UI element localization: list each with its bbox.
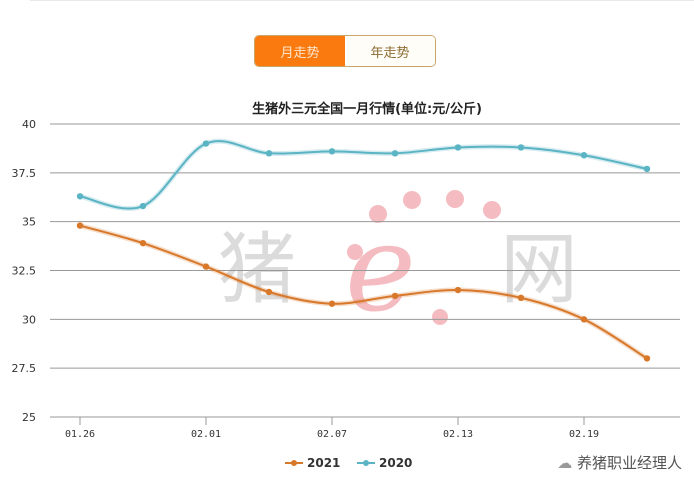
tab-year-trend[interactable]: 年走势 xyxy=(345,36,435,66)
data-point-2020 xyxy=(328,148,336,155)
data-point-2021 xyxy=(328,300,336,307)
data-point-2021 xyxy=(139,239,147,247)
tab-month-trend[interactable]: 月走势 xyxy=(255,36,345,66)
data-point-2021 xyxy=(580,316,588,323)
data-point-2020 xyxy=(202,140,210,147)
legend-label-2020: 2020 xyxy=(379,456,412,470)
watermark-logo: 猪 网 e xyxy=(218,190,578,339)
data-point-2021 xyxy=(202,263,210,270)
chart-title: 生猪外三元全国一月行情(单位:元/公斤) xyxy=(252,102,482,117)
y-tick-label: 32.5 xyxy=(12,265,37,278)
data-point-2021 xyxy=(454,286,462,294)
data-point-2020 xyxy=(139,202,147,210)
x-tick-label: 02.13 xyxy=(443,429,473,440)
x-tick-label: 02.01 xyxy=(191,429,221,440)
series-line-2020 xyxy=(79,140,648,210)
data-point-2020 xyxy=(454,144,462,151)
y-tick-label: 35 xyxy=(22,216,36,229)
series-line-2021 xyxy=(79,224,648,360)
data-point-2021 xyxy=(265,288,273,296)
data-point-2020 xyxy=(580,152,588,159)
data-point-2020 xyxy=(643,165,651,173)
data-point-2021 xyxy=(391,292,399,300)
legend-marker-2021 xyxy=(291,460,297,466)
data-point-2020 xyxy=(76,193,84,200)
account-watermark: ☁ 养猪职业经理人 xyxy=(557,452,682,473)
y-tick-label: 30 xyxy=(22,313,36,326)
x-tick-label: 02.19 xyxy=(569,429,599,440)
data-point-2021 xyxy=(643,355,651,362)
x-tick-label: 01.26 xyxy=(65,429,95,440)
wechat-icon: ☁ xyxy=(557,454,577,472)
account-name: 养猪职业经理人 xyxy=(576,454,682,472)
top-divider xyxy=(30,0,694,1)
data-point-2020 xyxy=(517,144,525,151)
data-point-2020 xyxy=(265,150,273,157)
y-tick-label: 37.5 xyxy=(12,167,37,180)
legend-label-2021: 2021 xyxy=(307,456,340,470)
data-point-2021 xyxy=(76,222,84,229)
y-tick-label: 27.5 xyxy=(12,362,37,375)
y-tick-label: 25 xyxy=(22,411,36,424)
svg-text:e: e xyxy=(345,200,416,339)
legend-marker-2020 xyxy=(363,460,369,466)
y-tick-label: 40 xyxy=(22,118,36,131)
x-tick-label: 02.07 xyxy=(317,429,347,440)
data-point-2021 xyxy=(517,294,525,302)
trend-toggle: 月走势 年走势 xyxy=(254,35,436,67)
data-point-2020 xyxy=(391,150,399,157)
